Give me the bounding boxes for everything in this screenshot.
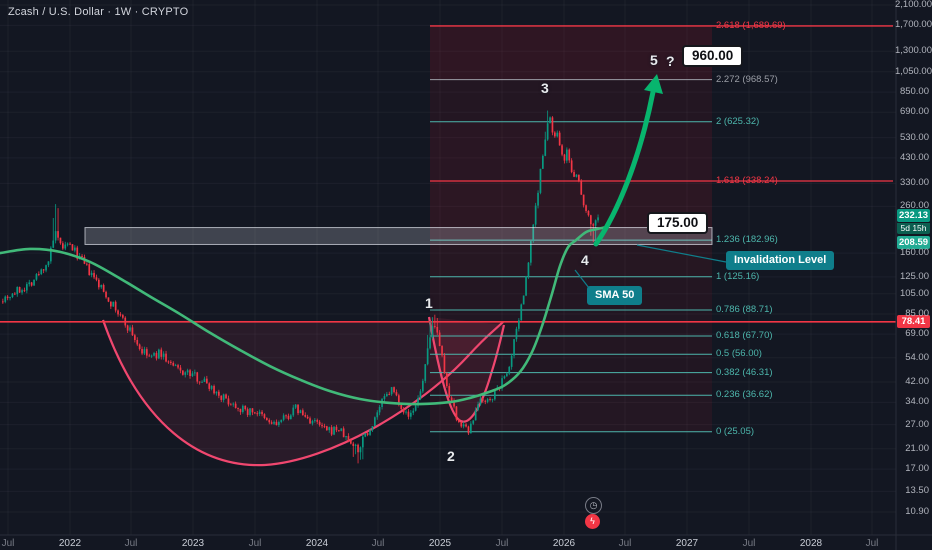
y-axis-label: 69.00 <box>905 328 929 340</box>
elliott-wave-label: 2 <box>447 448 455 464</box>
x-axis-label: Jul <box>371 538 385 549</box>
large-parabolic-base <box>101 319 504 467</box>
y-axis-label: 54.00 <box>905 351 929 363</box>
y-axis-label: 1,050.00 <box>895 65 932 77</box>
event-marker-icon[interactable]: ◷ <box>585 497 602 514</box>
y-axis-label: 10.90 <box>905 505 929 517</box>
x-axis-label: 2023 <box>181 538 205 549</box>
elliott-wave-label: 5 <box>650 52 658 68</box>
elliott-wave-label: 3 <box>541 80 549 96</box>
callout-pointers <box>574 244 727 289</box>
large-parabolic-base <box>103 320 503 466</box>
fib-level-label: 1.236 (182.96) <box>716 234 778 246</box>
y-axis-label: 430.00 <box>899 151 929 163</box>
y-axis-label: 1,700.00 <box>895 19 932 31</box>
sma50-value-badge: 208.59 <box>897 236 930 250</box>
x-axis-label: 2026 <box>552 538 576 549</box>
y-axis-label: 530.00 <box>899 131 929 143</box>
fib-level-label: 2.272 (968.57) <box>716 73 778 85</box>
fib-level-label: 0.618 (67.70) <box>716 329 773 341</box>
y-axis-label: 260.00 <box>899 200 929 212</box>
y-axis-label: 850.00 <box>899 86 929 98</box>
resistance-band[interactable] <box>84 227 713 245</box>
candles <box>2 110 599 464</box>
y-axis-label: 2,100.00 <box>895 0 932 10</box>
x-axis-label: 2027 <box>675 538 699 549</box>
fib-level-label: 0.382 (46.31) <box>716 366 773 378</box>
x-axis-label: 2022 <box>58 538 82 549</box>
sma50-callout[interactable]: SMA 50 <box>587 286 643 305</box>
y-axis-label: 13.50 <box>905 485 929 497</box>
fib-level-label: 1.618 (338.24) <box>716 174 778 186</box>
y-axis-label: 125.00 <box>899 270 929 282</box>
x-axis-label: 2025 <box>428 538 452 549</box>
small-parabolic-base <box>427 316 506 423</box>
price-target-high-label[interactable]: 960.00 <box>682 45 744 67</box>
y-axis-label: 85.00 <box>905 308 929 320</box>
wave5-arrow[interactable] <box>593 74 663 247</box>
fib-level-label: 1 (125.16) <box>716 270 760 282</box>
y-axis-label: 330.00 <box>899 177 929 189</box>
price-target-mid-label[interactable]: 175.00 <box>647 212 709 234</box>
candle-countdown-badge: 5d 15h <box>897 223 930 235</box>
y-axis-label: 160.00 <box>899 247 929 259</box>
y-axis-label: 105.00 <box>899 287 929 299</box>
x-axis-label: 2024 <box>305 538 329 549</box>
x-axis-label: Jul <box>1 538 15 549</box>
x-axis-label: Jul <box>618 538 632 549</box>
x-axis-label: Jul <box>495 538 509 549</box>
y-axis-label: 1,300.00 <box>895 45 932 57</box>
x-axis-label: Jul <box>742 538 756 549</box>
y-axis-label: 690.00 <box>899 106 929 118</box>
y-axis-label: 21.00 <box>905 442 929 454</box>
fib-level-label: 2.618 (1,689.69) <box>716 19 786 31</box>
elliott-wave-label: 4 <box>581 252 589 268</box>
y-axis-label: 42.00 <box>905 376 929 387</box>
x-axis-label: Jul <box>124 538 138 549</box>
x-axis-label: 2028 <box>799 538 823 549</box>
last-price-badge: 232.13 <box>897 209 930 223</box>
clock-icon: ◷ <box>589 500 598 510</box>
price-line-badge: 78.41 <box>897 314 930 328</box>
symbol-legend[interactable]: Zcash / U.S. Dollar · 1W · CRYPTO <box>8 6 189 18</box>
event-marker-icon[interactable]: ϟ <box>585 514 600 529</box>
invalidation-level-callout[interactable]: Invalidation Level <box>726 251 835 270</box>
fib-level-label: 0 (25.05) <box>716 425 755 437</box>
fib-level-label: 2 (625.32) <box>716 115 760 127</box>
x-axis-label: Jul <box>248 538 262 549</box>
y-axis-label: 34.00 <box>905 396 929 408</box>
fib-level-label: 0.5 (56.00) <box>716 348 762 360</box>
elliott-wave-label: 1 <box>425 295 433 311</box>
lightning-icon: ϟ <box>590 516 595 526</box>
fib-lines <box>430 25 893 433</box>
fib-level-label: 0.236 (36.62) <box>716 389 773 401</box>
sma50-line <box>0 226 606 406</box>
elliott-wave-label: ? <box>666 53 675 69</box>
x-axis-label: Jul <box>865 538 879 549</box>
y-axis-label: 27.00 <box>905 418 929 430</box>
fib-level-label: 0.786 (88.71) <box>716 303 773 315</box>
y-axis-label: 17.00 <box>905 463 929 475</box>
